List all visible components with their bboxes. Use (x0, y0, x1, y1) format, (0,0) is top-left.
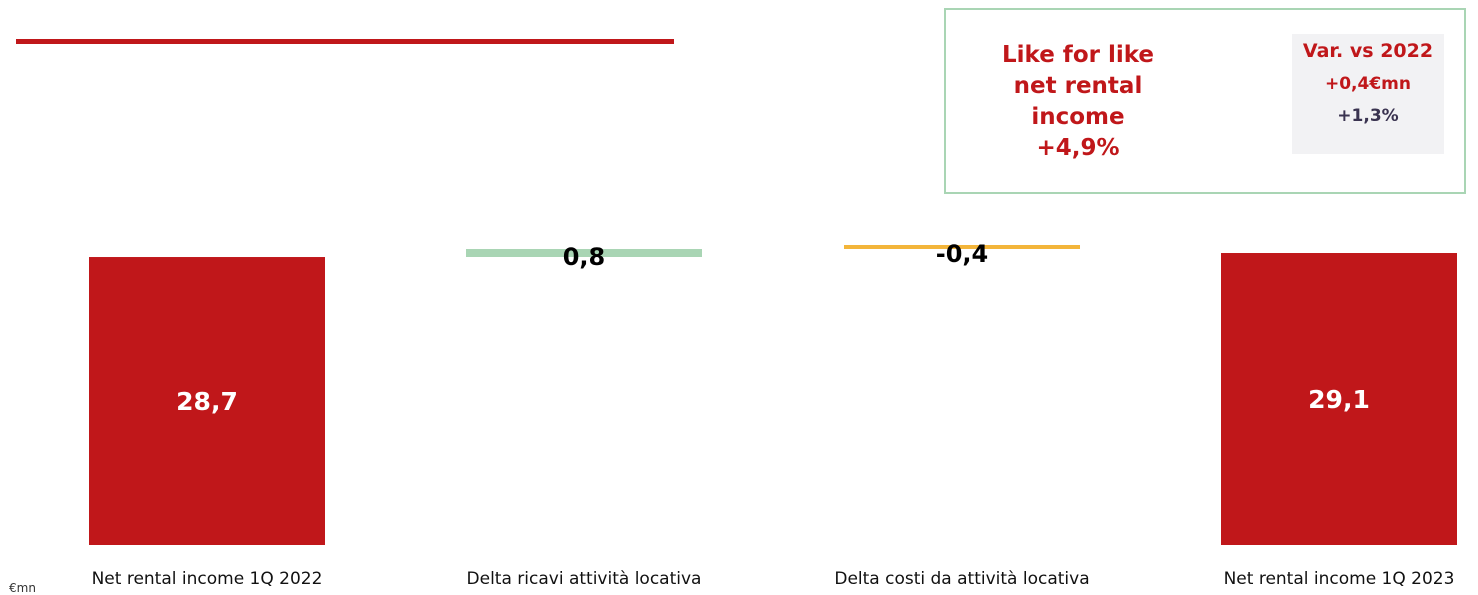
kpi-main-line: net rental (1013, 73, 1143, 99)
kpi-main-line: Like for like (1001, 42, 1155, 68)
category-label: Delta costi da attività locativa (834, 569, 1089, 589)
kpi-var-absolute: +0,4€mn (1324, 74, 1411, 94)
bar-total (89, 257, 325, 545)
bar-value-label: 29,1 (1308, 385, 1370, 414)
kpi-main-value: +4,9% (1036, 135, 1120, 161)
bar-delta-increase (466, 249, 702, 257)
category-label: Net rental income 1Q 2022 (92, 569, 323, 589)
category-label: Delta ricavi attività locativa (467, 569, 702, 589)
kpi-box: Like for like net rental income +4,9% Va… (944, 8, 1466, 194)
kpi-variation-panel: Var. vs 2022 +0,4€mn +1,3% (1292, 34, 1444, 154)
delta-value-label: 0,8 (563, 243, 606, 271)
kpi-main-text: Like for like net rental income +4,9% (968, 40, 1188, 164)
kpi-var-title: Var. vs 2022 (1302, 40, 1434, 62)
bar-delta-decrease (844, 245, 1080, 249)
category-label: Net rental income 1Q 2023 (1224, 569, 1455, 589)
unit-label: €mn (9, 581, 36, 595)
bar-value-label: 28,7 (176, 387, 238, 416)
kpi-var-percent: +1,3% (1337, 106, 1399, 126)
title-rule (16, 39, 674, 44)
delta-value-label: -0,4 (936, 240, 988, 268)
bar-total (1221, 253, 1457, 546)
kpi-main-line: income (1031, 104, 1125, 130)
